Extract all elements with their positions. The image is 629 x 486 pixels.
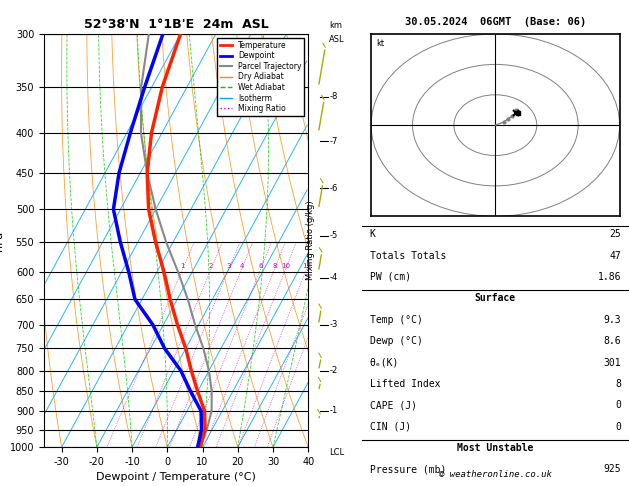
Text: 30.05.2024  06GMT  (Base: 06): 30.05.2024 06GMT (Base: 06) [404,17,586,27]
Text: 1.86: 1.86 [598,272,621,282]
Text: -4: -4 [330,273,338,282]
Text: Most Unstable: Most Unstable [457,443,533,453]
Y-axis label: hPa: hPa [0,230,4,251]
Text: km: km [330,21,342,30]
Text: Pressure (mb): Pressure (mb) [370,465,446,474]
Text: 2: 2 [209,263,213,269]
Text: Surface: Surface [475,294,516,303]
Text: θₑ(K): θₑ(K) [370,358,399,367]
Text: Dewp (°C): Dewp (°C) [370,336,423,346]
Text: -6: -6 [330,184,338,192]
X-axis label: Dewpoint / Temperature (°C): Dewpoint / Temperature (°C) [96,472,256,483]
Text: 925: 925 [603,465,621,474]
Text: -3: -3 [330,320,338,329]
Text: PW (cm): PW (cm) [370,272,411,282]
Text: kt: kt [376,39,384,49]
Text: K: K [370,229,376,239]
Text: © weatheronline.co.uk: © weatheronline.co.uk [439,469,552,479]
Legend: Temperature, Dewpoint, Parcel Trajectory, Dry Adiabat, Wet Adiabat, Isotherm, Mi: Temperature, Dewpoint, Parcel Trajectory… [217,38,304,116]
Text: 0: 0 [615,400,621,410]
Text: Mixing Ratio (g/kg): Mixing Ratio (g/kg) [306,201,315,280]
Text: -8: -8 [330,92,338,101]
Text: CIN (J): CIN (J) [370,422,411,432]
Text: 3: 3 [226,263,231,269]
Text: -7: -7 [330,137,338,146]
Text: LCL: LCL [330,448,345,457]
Text: 47: 47 [610,251,621,260]
Title: 52°38'N  1°1B'E  24m  ASL: 52°38'N 1°1B'E 24m ASL [84,18,269,32]
Text: 301: 301 [603,358,621,367]
Text: -1: -1 [330,406,338,416]
Text: ASL: ASL [330,35,345,44]
Text: 8: 8 [615,379,621,389]
Text: 4: 4 [240,263,244,269]
Text: 15: 15 [302,263,311,269]
Text: 8: 8 [272,263,277,269]
Text: 6: 6 [259,263,263,269]
Text: 9.3: 9.3 [603,315,621,325]
Text: Totals Totals: Totals Totals [370,251,446,260]
Text: -5: -5 [330,231,338,240]
Text: 1: 1 [181,263,185,269]
Text: Lifted Index: Lifted Index [370,379,440,389]
Text: 10: 10 [281,263,290,269]
Text: 0: 0 [615,422,621,432]
Text: Temp (°C): Temp (°C) [370,315,423,325]
Text: 25: 25 [610,229,621,239]
Text: -2: -2 [330,366,338,375]
Text: 8.6: 8.6 [603,336,621,346]
Text: CAPE (J): CAPE (J) [370,400,416,410]
